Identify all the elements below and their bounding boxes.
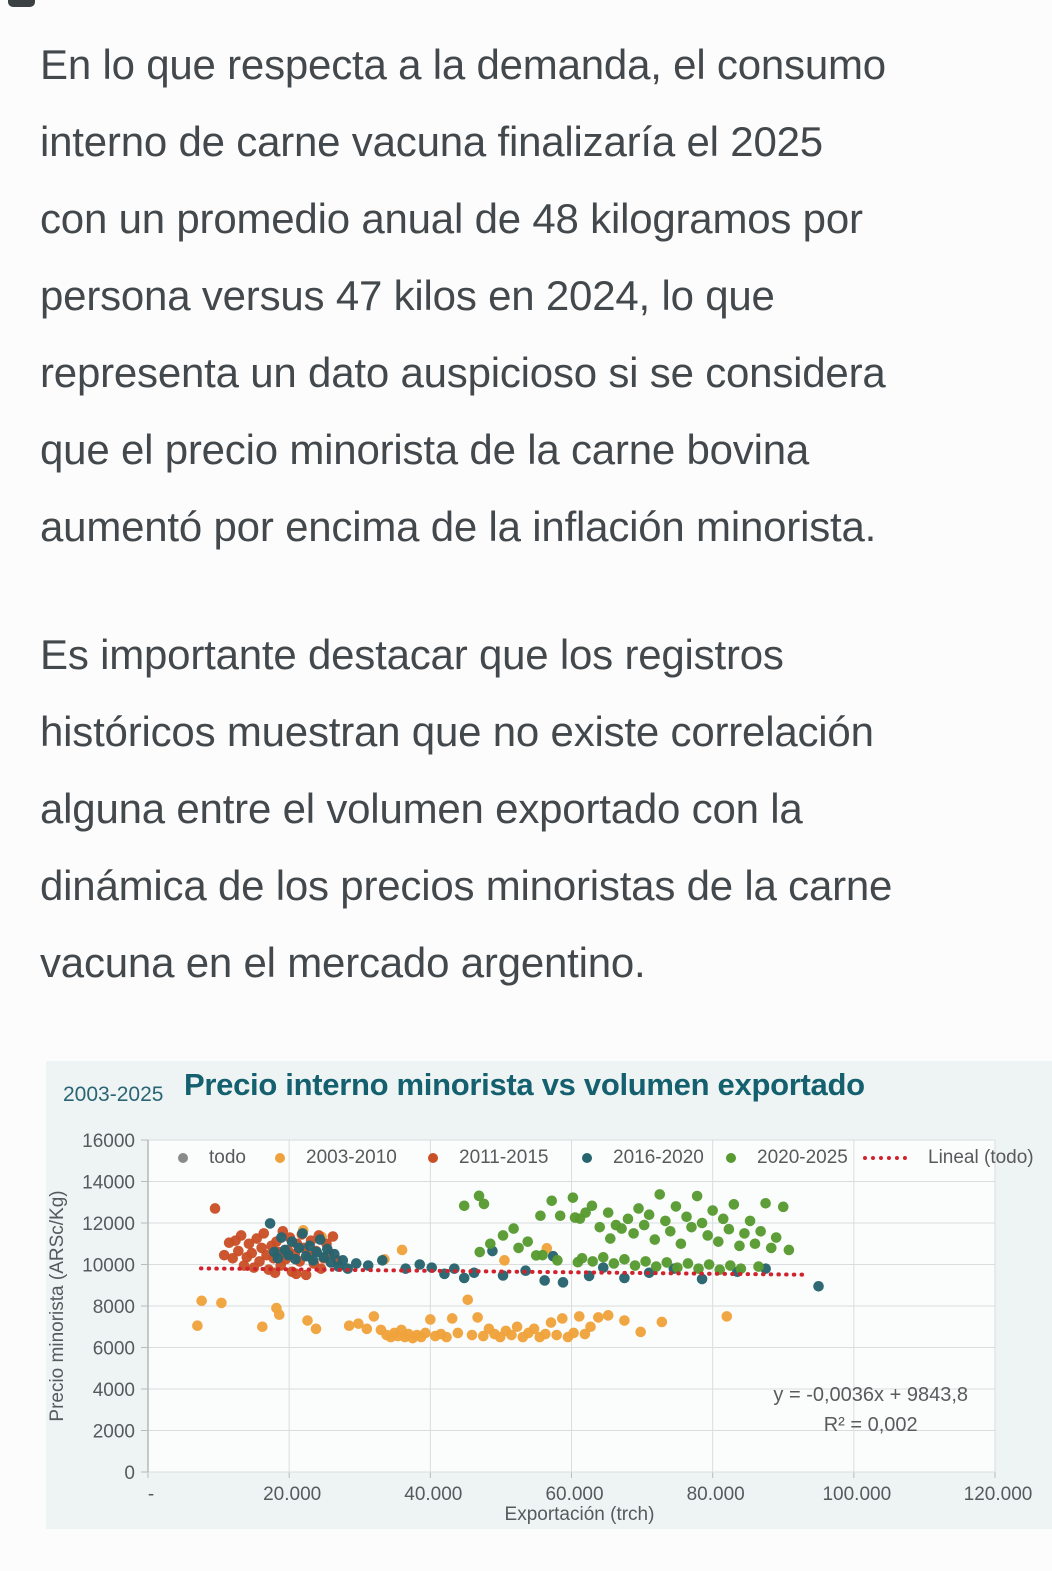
- svg-text:16000: 16000: [82, 1131, 135, 1152]
- legend-item-2003-2010: 2003-2010: [275, 1147, 397, 1169]
- chart-subtitle: 2003-2025: [63, 1083, 164, 1106]
- legend-item-2011-2015: 2011-2015: [428, 1147, 548, 1169]
- text-line: interno de carne vacuna finalizaría el 2…: [40, 118, 823, 165]
- text-line: vacuna en el mercado argentino.: [40, 939, 646, 986]
- text-line: dinámica de los precios minoristas de la…: [40, 862, 893, 909]
- svg-text:2000: 2000: [93, 1422, 135, 1443]
- legend-item-todo: todo: [178, 1147, 246, 1169]
- gridlines: [141, 1139, 996, 1478]
- text-line: con un promedio anual de 48 kilogramos p…: [40, 195, 863, 242]
- svg-text:10000: 10000: [82, 1256, 135, 1277]
- text-line: aumentó por encima de la inflación minor…: [40, 503, 877, 550]
- legend-label: 2016-2020: [613, 1147, 704, 1168]
- legend-marker-2011-2015-icon: [428, 1153, 438, 1163]
- points-2020-2025: [458, 1189, 795, 1275]
- svg-text:14000: 14000: [82, 1173, 135, 1194]
- x-axis-title: Exportación (trch): [505, 1504, 655, 1525]
- legend-marker-2003-2010-icon: [275, 1153, 285, 1163]
- text-line: representa un dato auspicioso si se cons…: [40, 349, 886, 396]
- svg-text:60.000: 60.000: [545, 1484, 603, 1505]
- text-line: persona versus 47 kilos en 2024, lo que: [40, 272, 775, 319]
- axis-tick-labels: 0 2000 4000 6000 8000 10000 12000 14000 16000 - 20…: [82, 1131, 1032, 1505]
- trendline-annotation: y = -0,0036x + 9843,8 R² = 0,002: [773, 1380, 968, 1440]
- text-line: que el precio minorista de la carne bovi…: [40, 426, 810, 473]
- paragraph-2: Es importante destacar que los registros…: [40, 616, 1022, 1001]
- svg-text:8000: 8000: [93, 1297, 135, 1318]
- svg-text:6000: 6000: [93, 1339, 135, 1360]
- legend-label: todo: [209, 1147, 246, 1168]
- trendline-r2: R² = 0,002: [823, 1414, 918, 1436]
- svg-text:80.000: 80.000: [687, 1484, 745, 1505]
- legend-item-lineal: Lineal (todo): [863, 1147, 1034, 1169]
- legend-label: Lineal (todo): [928, 1147, 1034, 1168]
- text-line: En lo que respecta a la demanda, el cons…: [40, 41, 886, 88]
- svg-text:120.000: 120.000: [964, 1484, 1033, 1505]
- legend-label: 2011-2015: [459, 1147, 549, 1168]
- text-line: alguna entre el volumen exportado con la: [40, 785, 803, 832]
- svg-text:12000: 12000: [82, 1214, 135, 1235]
- scatter-plot-svg: 0 2000 4000 6000 8000 10000 12000 14000 16000 - 20…: [47, 1131, 1032, 1525]
- y-axis-title: Precio minorista (ARSc/Kg): [47, 1190, 68, 1421]
- legend-item-2016-2020: 2016-2020: [582, 1147, 704, 1169]
- text-line: Es importante destacar que los registros: [40, 631, 784, 678]
- trendline-equation: y = -0,0036x + 9843,8: [773, 1384, 968, 1406]
- legend-marker-2016-2020-icon: [582, 1153, 592, 1163]
- chart-legend: todo 2003-2010 2011-2015 2016-2020 2020-…: [46, 1147, 1052, 1173]
- article-text: En lo que respecta a la demanda, el cons…: [40, 26, 1022, 1001]
- cropped-ui-notch: [8, 0, 35, 7]
- legend-marker-todo-icon: [178, 1153, 188, 1163]
- svg-text:40.000: 40.000: [404, 1484, 462, 1505]
- legend-marker-2020-2025-icon: [726, 1153, 736, 1163]
- scatter-chart: 0 2000 4000 6000 8000 10000 12000 14000 16000 - 20…: [46, 1061, 1052, 1529]
- svg-text:100.000: 100.000: [822, 1484, 891, 1505]
- svg-text:0: 0: [124, 1463, 135, 1484]
- legend-item-2020-2025: 2020-2025: [726, 1147, 848, 1169]
- legend-label: 2020-2025: [757, 1147, 848, 1168]
- text-line: históricos muestran que no existe correl…: [40, 708, 874, 755]
- paragraph-1: En lo que respecta a la demanda, el cons…: [40, 26, 1022, 565]
- legend-label: 2003-2010: [306, 1147, 397, 1168]
- trendline: [198, 1266, 810, 1277]
- svg-text:20.000: 20.000: [263, 1484, 321, 1505]
- points-2003-2010: [192, 1224, 733, 1344]
- svg-text:-: -: [148, 1484, 154, 1505]
- svg-text:4000: 4000: [93, 1380, 135, 1401]
- legend-marker-trendline-icon: [863, 1156, 907, 1160]
- chart-title: Precio interno minorista vs volumen expo…: [184, 1067, 865, 1102]
